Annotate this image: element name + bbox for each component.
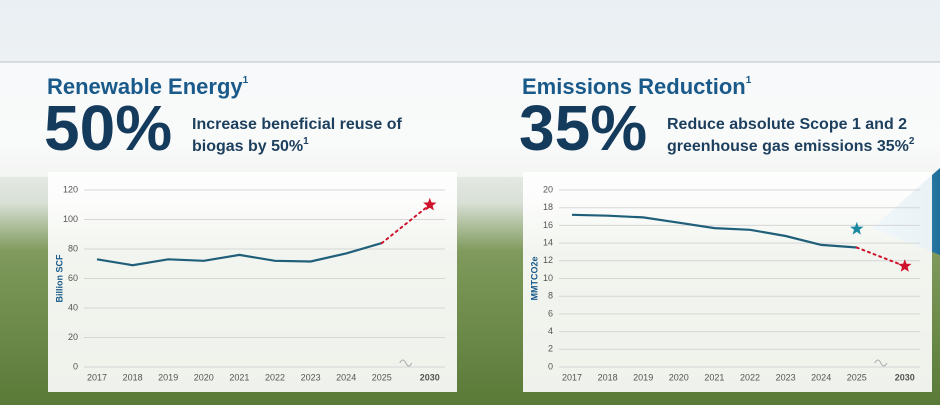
x-tick-label: 2024 (336, 372, 356, 382)
title-text: Emissions Reduction (522, 74, 746, 99)
description: greenhouse gas emissions 35%2 (667, 136, 915, 156)
target-connector (380, 203, 431, 245)
x-tick-label: 2017 (87, 372, 107, 382)
y-tick-label: 14 (543, 237, 553, 247)
x-tick-label: 2023 (776, 372, 796, 382)
axis-break (874, 359, 888, 367)
y-axis-label: MMTCO2e (529, 256, 539, 300)
y-tick-label: 120 (63, 184, 78, 194)
y-tick-label: 20 (543, 184, 553, 194)
title-note: 1 (243, 75, 249, 86)
star-marker (898, 259, 912, 272)
panel-title: Renewable Energy1 (47, 74, 249, 99)
chart-background (523, 172, 932, 392)
x-tick-label: 2023 (301, 372, 321, 382)
title-text: Renewable Energy (47, 74, 243, 99)
x-tick-label: 2024 (811, 372, 831, 382)
x-tick-label: 2019 (158, 372, 178, 382)
x-tick-label: 2020 (669, 372, 689, 382)
header-band (0, 62, 940, 177)
y-tick-label: 100 (63, 214, 78, 224)
x-tick-label: 2017 (562, 372, 582, 382)
x-tick-label: 2025 (847, 372, 867, 382)
target-connector (855, 246, 906, 268)
description: Reduce absolute Scope 1 and 2 (667, 116, 907, 133)
description-note: 1 (303, 136, 309, 147)
description: biogas by 50%1 (192, 136, 309, 156)
y-tick-label: 8 (548, 291, 553, 301)
y-axis-label: Billion SCF (54, 254, 64, 302)
axis-break (399, 359, 413, 367)
title-note: 1 (746, 75, 752, 86)
headline: 35% (519, 92, 647, 164)
x-tick-label: 2020 (194, 372, 214, 382)
x-tick-label: 2025 (372, 372, 392, 382)
headline: 50% (44, 92, 172, 164)
description: Increase beneficial reuse of (192, 116, 403, 133)
y-tick-label: 10 (543, 273, 553, 283)
x-tick-label: 2018 (598, 372, 618, 382)
x-tick-label: 2030 (895, 372, 915, 382)
y-tick-label: 18 (543, 202, 553, 212)
description-line: greenhouse gas emissions 35% (667, 138, 909, 155)
chart-background (48, 172, 457, 392)
x-tick-label: 2019 (633, 372, 653, 382)
data-line (96, 242, 383, 267)
description-line: Reduce absolute Scope 1 and 2 (667, 116, 907, 133)
y-tick-label: 12 (543, 255, 553, 265)
x-tick-label: 2022 (740, 372, 760, 382)
y-tick-label: 40 (68, 302, 78, 312)
y-tick-label: 80 (68, 243, 78, 253)
x-tick-label: 2018 (123, 372, 143, 382)
y-tick-label: 0 (73, 361, 78, 371)
y-tick-label: 4 (548, 326, 553, 336)
x-tick-label: 2022 (265, 372, 285, 382)
y-tick-label: 0 (548, 361, 553, 371)
description-line: biogas by 50% (192, 138, 303, 155)
star-marker (850, 221, 864, 235)
x-tick-label: 2030 (420, 372, 440, 382)
star-marker (423, 197, 437, 211)
y-tick-label: 2 (548, 344, 553, 354)
x-tick-label: 2021 (704, 372, 724, 382)
x-tick-label: 2021 (229, 372, 249, 382)
data-line (571, 213, 857, 249)
description-note: 2 (909, 136, 915, 147)
y-tick-label: 16 (543, 220, 553, 230)
y-tick-label: 20 (68, 332, 78, 342)
panel-title: Emissions Reduction1 (522, 74, 752, 99)
y-tick-label: 60 (68, 273, 78, 283)
y-tick-label: 6 (548, 308, 553, 318)
description-line: Increase beneficial reuse of (192, 116, 403, 133)
